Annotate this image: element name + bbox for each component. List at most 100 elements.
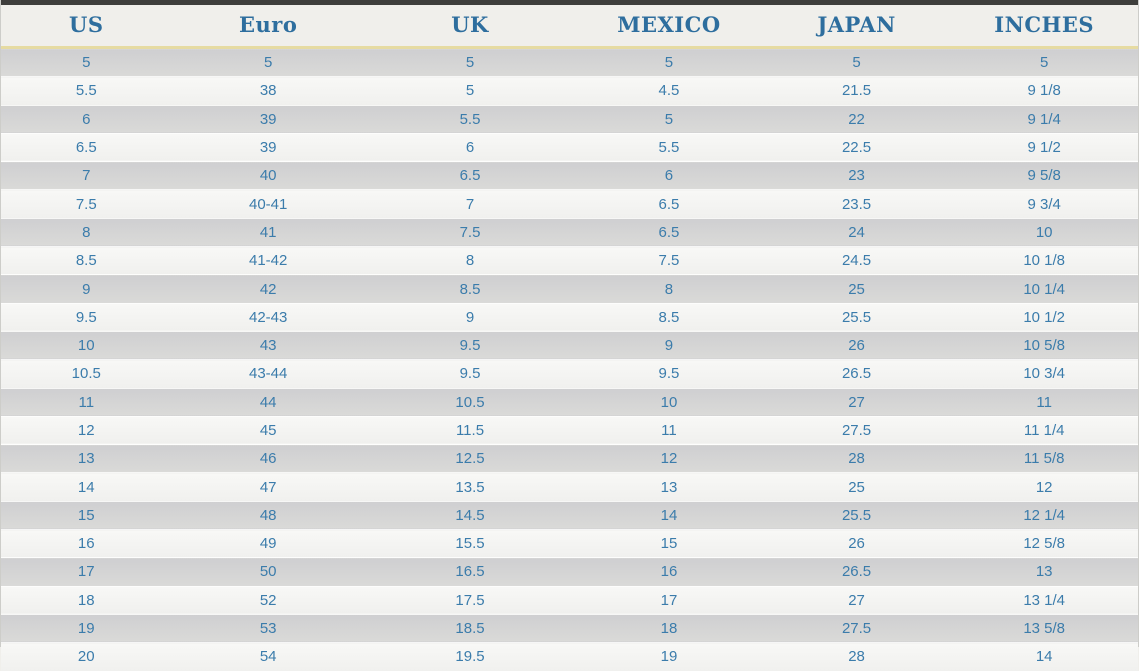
table-cell: 52	[171, 585, 365, 615]
table-cell: 10	[575, 387, 763, 417]
table-cell: 7	[1, 161, 172, 190]
table-cell: 9 5/8	[950, 161, 1138, 190]
table-row: 10 43 9.5 9 26 10 5/8	[1, 330, 1138, 360]
table-cell: 18	[1, 585, 172, 615]
table-cell: 13	[950, 557, 1138, 587]
table-cell: 5	[575, 46, 763, 77]
table-cell: 26.5	[762, 557, 951, 587]
table-cell: 6.5	[575, 189, 763, 219]
table-cell: 21.5	[762, 76, 951, 106]
table-row: 14 47 13.5 13 25 12	[1, 472, 1138, 502]
table-cell: 6.5	[575, 217, 763, 247]
table-cell: 15.5	[364, 529, 576, 558]
table-cell: 5	[575, 104, 763, 134]
table-cell: 16.5	[364, 557, 576, 587]
table-cell: 9	[1, 274, 172, 304]
table-cell: 13	[1, 444, 172, 473]
table-cell: 41	[171, 217, 365, 247]
table-row: 5.5 38 5 4.5 21.5 9 1/8	[1, 76, 1138, 106]
table-cell: 9 1/2	[950, 132, 1138, 162]
table-cell: 5	[171, 46, 365, 77]
column-header-japan: JAPAN	[762, 5, 951, 49]
table-cell: 12 5/8	[950, 529, 1138, 558]
table-cell: 23.5	[762, 189, 951, 219]
table-cell: 45	[171, 415, 365, 445]
table-cell: 13 5/8	[950, 613, 1138, 643]
table-cell: 11.5	[364, 415, 576, 445]
table-cell: 16	[575, 557, 763, 587]
column-header-uk: UK	[364, 5, 576, 49]
table-cell: 9	[364, 302, 576, 332]
table-cell: 27.5	[762, 613, 951, 643]
table-cell: 7	[364, 189, 576, 219]
table-cell: 13	[575, 472, 763, 502]
table-cell: 39	[171, 132, 365, 162]
table-cell: 41-42	[171, 246, 365, 275]
table-row: 9.5 42-43 9 8.5 25.5 10 1/2	[1, 302, 1138, 332]
table-row: 13 46 12.5 12 28 11 5/8	[1, 444, 1138, 473]
column-header-mexico: MEXICO	[575, 5, 763, 49]
table-cell: 5.5	[575, 132, 763, 162]
table-cell: 5	[762, 46, 951, 77]
table-cell: 10	[950, 217, 1138, 247]
table-cell: 9	[575, 330, 763, 360]
table-cell: 6	[575, 161, 763, 190]
table-cell: 43	[171, 330, 365, 360]
table-cell: 7.5	[575, 246, 763, 275]
table-cell: 28	[762, 444, 951, 473]
table-cell: 5.5	[364, 104, 576, 134]
table-cell: 9.5	[575, 359, 763, 389]
table-cell: 10 1/2	[950, 302, 1138, 332]
table-cell: 23	[762, 161, 951, 190]
table-cell: 15	[1, 500, 172, 530]
table-cell: 27.5	[762, 415, 951, 445]
table-cell: 10 5/8	[950, 330, 1138, 360]
table-row: 17 50 16.5 16 26.5 13	[1, 557, 1138, 587]
table-cell: 26	[762, 529, 951, 558]
table-cell: 25	[762, 472, 951, 502]
table-row: 19 53 18.5 18 27.5 13 5/8	[1, 613, 1138, 643]
table-cell: 40	[171, 161, 365, 190]
table-cell: 11	[1, 387, 172, 417]
top-border-strip	[1, 0, 1138, 5]
table-cell: 9.5	[364, 359, 576, 389]
table-cell: 11 5/8	[950, 444, 1138, 473]
table-row: 11 44 10.5 10 27 11	[1, 387, 1138, 417]
table-cell: 27	[762, 387, 951, 417]
table-cell: 49	[171, 529, 365, 558]
table-cell: 53	[171, 613, 365, 643]
table-cell: 6	[364, 132, 576, 162]
table-cell: 6	[1, 104, 172, 134]
table-cell: 22.5	[762, 132, 951, 162]
table-row: 7 40 6.5 6 23 9 5/8	[1, 161, 1138, 190]
column-header-euro: Euro	[171, 5, 365, 49]
column-header-inches: INCHES	[950, 5, 1138, 49]
table-cell: 6.5	[364, 161, 576, 190]
table-cell: 39	[171, 104, 365, 134]
table-cell: 5	[364, 46, 576, 77]
table-cell: 8	[1, 217, 172, 247]
table-cell: 10.5	[1, 359, 172, 389]
table-cell: 10 1/4	[950, 274, 1138, 304]
size-conversion-table: US Euro UK MEXICO JAPAN INCHES 5 5 5 5 5 5 5.5…	[1, 5, 1138, 671]
table-cell: 7.5	[1, 189, 172, 219]
header-row: US Euro UK MEXICO JAPAN INCHES	[1, 5, 1138, 49]
table-row: 10.5 43-44 9.5 9.5 26.5 10 3/4	[1, 359, 1138, 389]
table-body: 5 5 5 5 5 5 5.5 38 5 4.5 21.5 9 1/8 6 39 5.5 5 22 9 1/4 6.…	[1, 46, 1138, 671]
column-header-us: US	[1, 5, 172, 49]
table-row: 15 48 14.5 14 25.5 12 1/4	[1, 500, 1138, 530]
table-cell: 9 1/4	[950, 104, 1138, 134]
table-cell: 17	[575, 585, 763, 615]
table-cell: 6.5	[1, 132, 172, 162]
table-row: 9 42 8.5 8 25 10 1/4	[1, 274, 1138, 304]
table-cell: 40-41	[171, 189, 365, 219]
table-cell: 14.5	[364, 500, 576, 530]
table-cell: 9.5	[364, 330, 576, 360]
table-cell: 5	[364, 76, 576, 106]
table-cell: 18.5	[364, 613, 576, 643]
table-cell: 48	[171, 500, 365, 530]
table-cell: 44	[171, 387, 365, 417]
table-cell: 22	[762, 104, 951, 134]
